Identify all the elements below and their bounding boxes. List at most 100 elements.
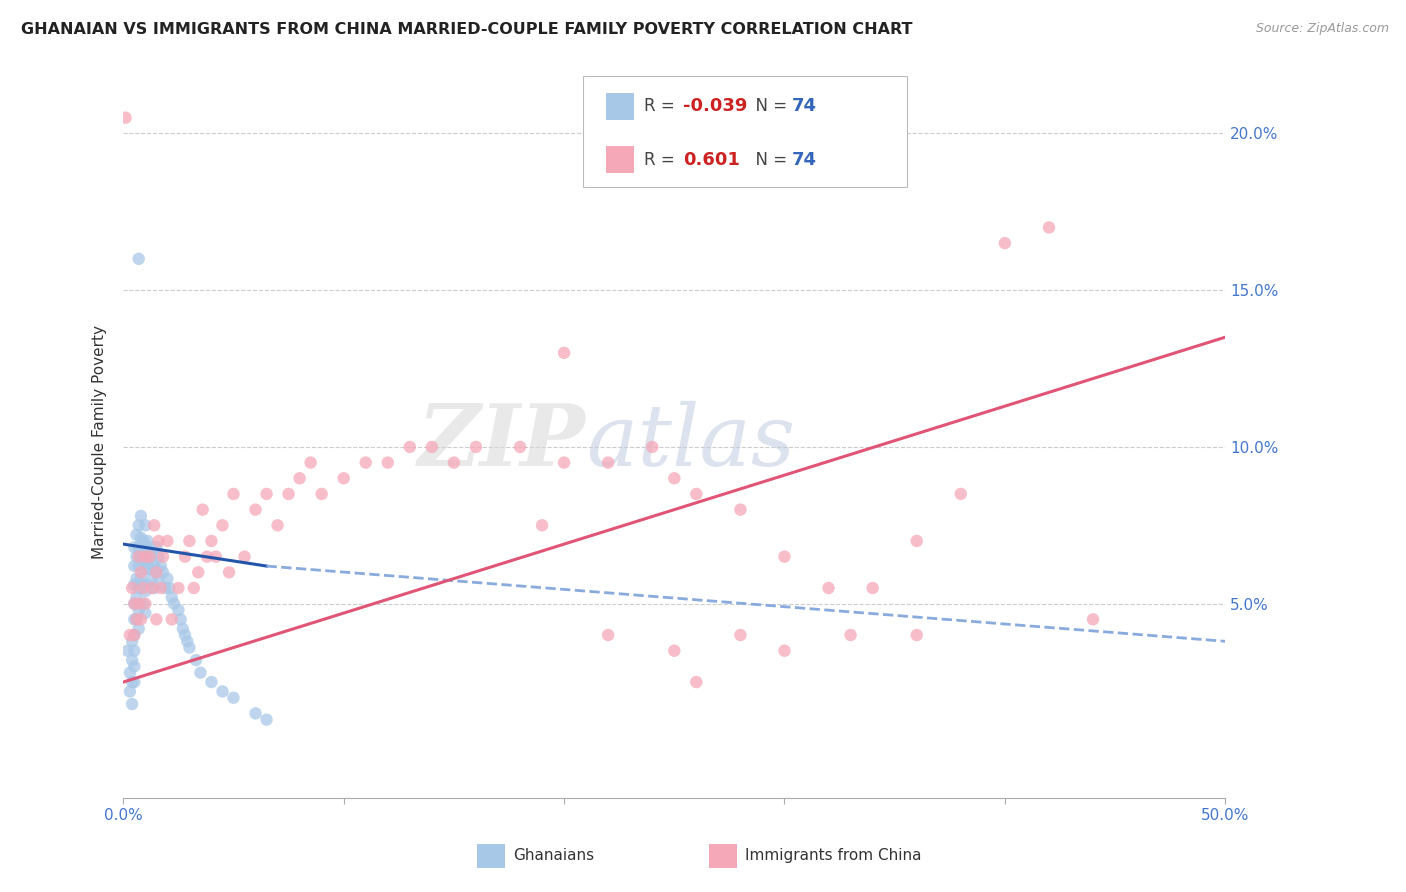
Point	[148, 572, 170, 586]
Point	[125, 527, 148, 541]
Point	[121, 653, 143, 667]
Point	[145, 612, 167, 626]
Point	[143, 581, 166, 595]
Point	[211, 518, 233, 533]
Text: Source: ZipAtlas.com: Source: ZipAtlas.com	[1256, 22, 1389, 36]
Point	[685, 487, 707, 501]
Point	[332, 471, 354, 485]
Point	[553, 456, 575, 470]
Point	[167, 581, 190, 595]
Text: atlas: atlas	[586, 401, 796, 483]
Point	[121, 675, 143, 690]
Point	[132, 578, 155, 592]
Point	[141, 549, 163, 564]
Point	[125, 572, 148, 586]
Point	[129, 508, 152, 523]
Point	[211, 684, 233, 698]
Point	[129, 566, 152, 580]
Point	[730, 502, 752, 516]
Point	[124, 675, 146, 690]
Point	[222, 487, 245, 501]
Point	[148, 533, 170, 548]
Point	[141, 572, 163, 586]
Point	[128, 603, 150, 617]
Point	[598, 456, 620, 470]
Point	[118, 684, 141, 698]
Text: 0.601: 0.601	[683, 151, 740, 169]
Point	[134, 562, 156, 576]
Point	[354, 456, 377, 470]
Point	[245, 502, 267, 516]
Point	[145, 562, 167, 576]
Point	[233, 549, 256, 564]
Point	[136, 556, 159, 570]
Point	[200, 533, 222, 548]
Point	[114, 111, 136, 125]
Point	[773, 549, 796, 564]
Point	[132, 556, 155, 570]
Point	[118, 665, 141, 680]
Point	[132, 597, 155, 611]
Point	[266, 518, 288, 533]
Text: 74: 74	[792, 97, 817, 115]
Point	[1081, 612, 1104, 626]
Point	[183, 581, 205, 595]
Point	[148, 549, 170, 564]
Point	[149, 559, 172, 574]
Point	[134, 518, 156, 533]
Point	[598, 628, 620, 642]
Point	[195, 549, 218, 564]
Point	[174, 628, 197, 642]
Point	[152, 549, 174, 564]
Y-axis label: Married-Couple Family Poverty: Married-Couple Family Poverty	[93, 326, 107, 559]
Point	[160, 591, 183, 605]
Point	[994, 236, 1017, 251]
Point	[169, 612, 191, 626]
Text: 74: 74	[792, 151, 817, 169]
Text: R =: R =	[644, 97, 681, 115]
Point	[299, 456, 322, 470]
Text: Immigrants from China: Immigrants from China	[745, 848, 922, 863]
Point	[200, 675, 222, 690]
Point	[398, 440, 420, 454]
Point	[1038, 220, 1060, 235]
Point	[139, 562, 162, 576]
Point	[129, 612, 152, 626]
Point	[129, 572, 152, 586]
Point	[949, 487, 972, 501]
Point	[124, 559, 146, 574]
Point	[129, 531, 152, 545]
Text: ZIP: ZIP	[418, 401, 586, 484]
Point	[134, 584, 156, 599]
Point	[174, 549, 197, 564]
Point	[121, 581, 143, 595]
Point	[143, 518, 166, 533]
Point	[172, 622, 194, 636]
Point	[125, 591, 148, 605]
Point	[685, 675, 707, 690]
Point	[143, 559, 166, 574]
Point	[187, 566, 209, 580]
Point	[128, 252, 150, 266]
Point	[141, 581, 163, 595]
Text: N =: N =	[745, 151, 793, 169]
Point	[288, 471, 311, 485]
Point	[128, 622, 150, 636]
Point	[531, 518, 554, 533]
Point	[905, 533, 928, 548]
Point	[420, 440, 443, 454]
Point	[664, 643, 686, 657]
Point	[156, 572, 179, 586]
Point	[125, 549, 148, 564]
Point	[191, 502, 214, 516]
Point	[124, 643, 146, 657]
Point	[139, 541, 162, 555]
Point	[117, 643, 139, 657]
Point	[128, 549, 150, 564]
Text: -0.039: -0.039	[683, 97, 748, 115]
Point	[124, 597, 146, 611]
Point	[152, 566, 174, 580]
Point	[145, 566, 167, 580]
Text: R =: R =	[644, 151, 685, 169]
Point	[136, 533, 159, 548]
